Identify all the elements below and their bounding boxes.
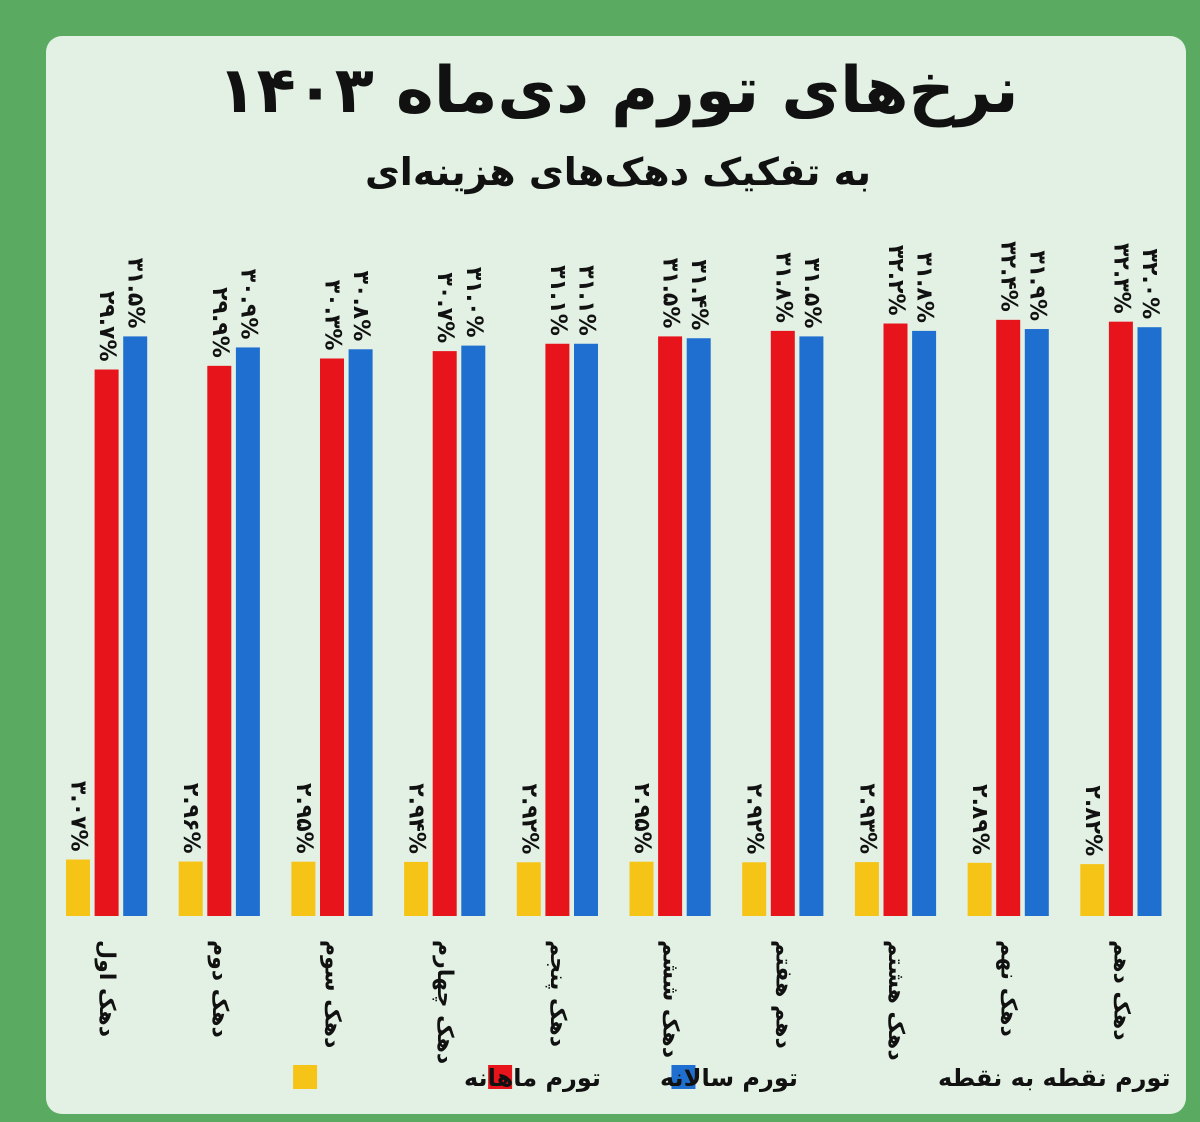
bar-monthly-3 [291,861,316,916]
data-label: ۳.۰۷% [66,781,91,852]
bar-monthly-6 [629,861,654,916]
data-label: ۳۱.۸% [912,252,937,323]
bar-monthly-9 [967,862,992,916]
legend-swatch [293,1065,318,1089]
bar-annual-3 [320,358,344,917]
bar-annual-7 [770,330,795,916]
bar-point-3 [348,349,373,916]
bar-point-1 [123,336,148,916]
data-label: ۳۱.۵% [658,258,683,329]
legend-label: تورم سالانه [660,1064,798,1092]
data-label: ۳۱.۱% [545,265,570,336]
data-label: ۲.۹۵% [291,783,316,854]
category-label: دهک دهم [1108,940,1133,1041]
data-label: ۳۱.۹% [1024,250,1049,321]
data-label: ۲.۹۳% [854,783,879,854]
data-label: ۲.۸۲% [1080,785,1105,856]
data-label: ۳۱.۸% [770,252,795,323]
category-label: دهک چهارم [432,940,457,1064]
data-label: ۳۰.۸% [348,271,373,342]
legend-swatch [488,1065,513,1089]
data-label: ۲.۹۲% [742,784,767,855]
bar-monthly-7 [742,862,767,916]
bar-monthly-10 [1080,864,1105,916]
data-label: ۳۲.۴% [996,241,1021,312]
data-label: ۲۹.۹% [207,287,232,358]
bar-annual-2 [207,365,232,917]
category-label: دهک اول [94,940,119,1037]
bar-point-2 [235,347,260,916]
data-label: ۳۱.۵% [799,258,824,329]
bar-annual-5 [545,343,570,916]
bar-monthly-4 [404,861,429,916]
data-label: ۳۰.۹% [235,269,260,340]
legend-label: تورم نقطه به نقطه [938,1064,1171,1092]
data-label: ۳۱.۴% [686,260,711,331]
bar-point-8 [912,330,937,916]
bar-annual-6 [658,336,683,916]
chart-subtitle: به تفکیک دهک‌های هزینه‌ای [365,150,871,194]
data-label: ۲.۹۶% [178,783,203,854]
bar-point-6 [686,338,711,916]
data-label: ۳۲.۲% [883,245,908,316]
data-label: ۲.۹۴% [404,783,429,854]
data-label: ۲.۹۲% [516,784,541,855]
category-label: دهک ششم [658,940,683,1058]
data-label: ۳۰.۷% [432,272,457,343]
legend-label: تورم ماهانه [464,1064,601,1092]
bar-annual-4 [432,351,457,916]
data-label: ۳۲.۳% [1108,243,1133,314]
category-label: دهم هفتم [770,940,795,1049]
bar-point-10 [1137,327,1162,916]
bar-monthly-8 [854,862,879,916]
data-label: ۳۰.۳% [320,280,345,351]
bar-annual-8 [883,323,908,916]
legend-swatch [671,1065,696,1089]
bar-monthly-5 [516,862,541,916]
bar-annual-1 [94,369,119,916]
chart-title: نرخ‌های تورم دی‌ماه ۱۴۰۳ [218,54,1019,128]
category-label: دهک دوم [207,940,232,1038]
bar-monthly-2 [178,861,203,916]
bar-annual-9 [996,319,1021,917]
category-label: دهک سوم [320,940,345,1048]
data-label: ۲.۸۹% [967,784,992,855]
bar-point-9 [1024,329,1049,916]
data-label: ۲.۹۵% [629,783,654,854]
category-label: دهک پنجم [545,940,570,1047]
category-label: دهک هشتم [883,940,908,1061]
data-label: ۲۹.۷% [94,291,119,362]
bar-annual-10 [1108,321,1133,916]
bar-point-5 [574,343,598,916]
legend: تورم نقطه به نقطه تورم سالانه تورم ماهانه [293,1064,1171,1092]
data-label: ۳۱.۰% [461,267,486,338]
bar-point-4 [461,345,486,917]
data-label: ۳۱.۵% [123,258,148,329]
data-label: ۳۲.۰% [1137,249,1162,320]
category-label: دهک نهم [996,940,1021,1037]
bar-monthly-1 [66,859,90,916]
bar-point-7 [799,336,824,916]
data-label: ۳۱.۱% [574,265,599,336]
